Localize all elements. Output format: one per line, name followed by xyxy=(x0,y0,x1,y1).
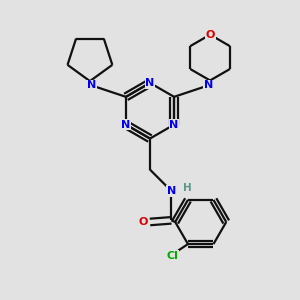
Text: N: N xyxy=(169,120,179,130)
Text: H: H xyxy=(183,183,191,193)
Text: N: N xyxy=(167,186,176,196)
Text: Cl: Cl xyxy=(166,251,178,261)
Text: N: N xyxy=(121,120,130,130)
Text: O: O xyxy=(206,30,215,40)
Text: O: O xyxy=(138,217,148,227)
Text: N: N xyxy=(204,80,213,90)
Text: N: N xyxy=(87,80,96,90)
Text: N: N xyxy=(146,78,154,88)
